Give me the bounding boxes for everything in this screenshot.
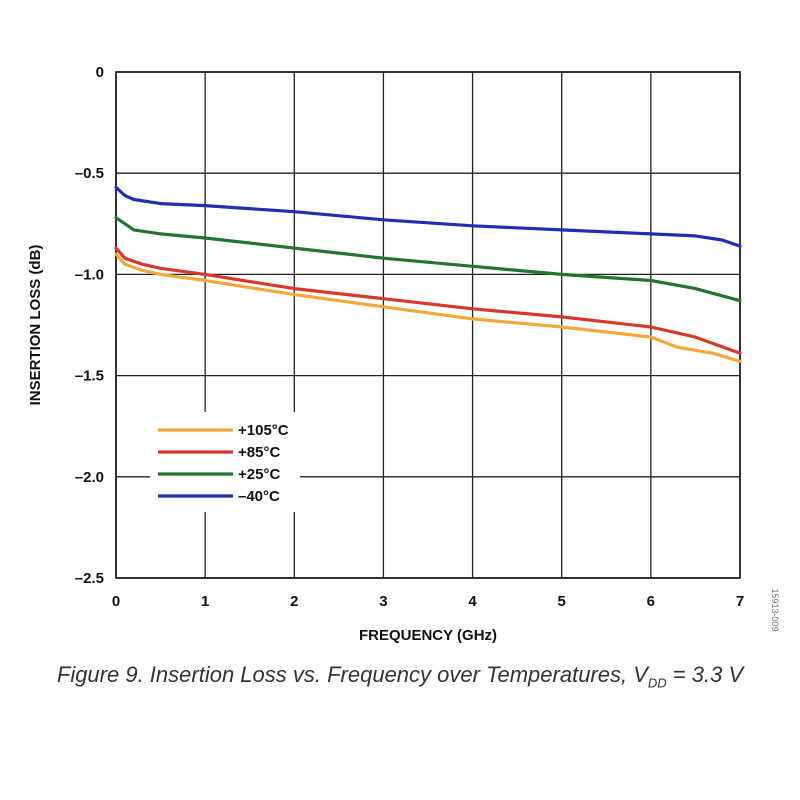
series-line [114,246,742,355]
caption-subscript: DD [647,675,667,691]
insertion-loss-chart: 0 1 2 3 4 5 6 7 0 –0.5 –1.0 –1.5 –2.0 –2.5 +105°C +85… [27,64,780,644]
series-lines [114,185,742,363]
x-tick-label: 7 [736,593,744,610]
x-tick-label: 3 [379,593,387,610]
caption-suffix: = 3.3 V [666,662,744,687]
legend-label: –40°C [238,488,280,505]
series-line [114,216,742,303]
figure-caption: Figure 9. Insertion Loss vs. Frequency o… [0,662,800,690]
caption-prefix: Figure 9. Insertion Loss vs. Frequency o… [56,662,648,687]
legend-label: +85°C [238,444,280,461]
x-tick-label: 1 [201,593,209,610]
x-tick-label: 0 [112,593,120,610]
y-tick-label: –1.0 [75,266,104,283]
legend: +105°C +85°C +25°C –40°C [158,422,289,505]
y-axis-label: INSERTION LOSS (dB) [27,245,44,406]
x-tick-label: 4 [468,593,477,610]
series-line [114,252,742,363]
y-tick-labels: 0 –0.5 –1.0 –1.5 –2.0 –2.5 [75,64,104,587]
y-tick-label: –0.5 [75,165,104,182]
y-tick-label: –1.5 [75,368,104,385]
grid [116,72,740,578]
x-tick-label: 2 [290,593,298,610]
x-tick-label: 6 [647,593,655,610]
y-tick-label: 0 [96,64,104,81]
y-tick-label: –2.0 [75,469,104,486]
legend-label: +105°C [238,422,289,439]
legend-label: +25°C [238,466,280,483]
x-tick-label: 5 [558,593,566,610]
x-tick-labels: 0 1 2 3 4 5 6 7 [112,593,744,610]
series-line [114,185,742,248]
x-axis-label: FREQUENCY (GHz) [359,627,497,644]
plot-frame [115,71,741,579]
y-tick-label: –2.5 [75,570,104,587]
figure-id-code: 15913-009 [770,588,780,631]
